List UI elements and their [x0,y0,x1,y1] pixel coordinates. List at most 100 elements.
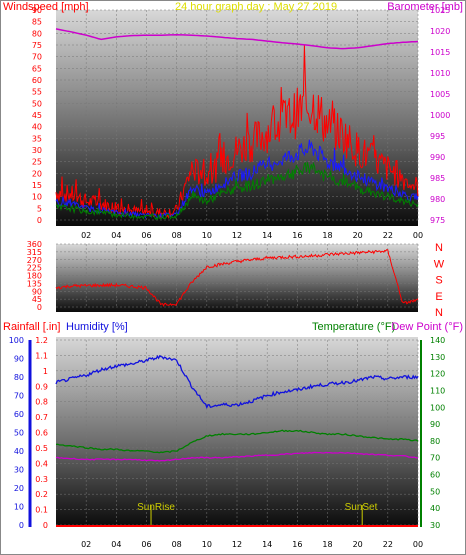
wind-time-label: 12 [232,231,242,240]
barometer-line [55,28,419,50]
humidity-tick-label: 80 [14,373,24,382]
rain-tick-label: 1.1 [35,351,48,360]
barometer-axis-title: Barometer [mb] [387,1,463,13]
direction-tick-label: 135 [27,279,42,288]
humidity-tick-label: 50 [14,429,24,438]
temperature-tick-label: 40 [430,504,440,513]
compass-label: N [435,307,443,319]
wind-tick-label: 25 [32,158,42,167]
direction-tick-label: 270 [27,256,42,265]
barometer-tick-label: 985 [430,174,445,183]
wind-time-label: 18 [322,231,332,240]
wind-avg-line [55,139,419,220]
humidity-time-label: 08 [172,540,182,549]
rainfall-axis-title: Rainfall [.in] [3,321,60,333]
wind-time-label: 10 [202,231,212,240]
wind-tick-label: 65 [32,64,42,73]
direction-tick-label: 90 [32,287,42,296]
humidity-time-label: 18 [322,540,332,549]
wind-tick-label: 90 [32,6,42,15]
temperature-tick-label: 50 [430,487,440,496]
barometer-tick-label: 1010 [430,69,450,78]
barometer-tick-label: 980 [430,195,445,204]
humidity-time-label: 04 [111,540,121,549]
rain-tick-label: 0.7 [35,413,48,422]
wind-time-label: 04 [111,231,121,240]
barometer-tick-label: 1025 [430,6,450,15]
temperature-axis-title: Temperature (°F) [312,321,395,333]
wind-tick-label: 0 [37,216,42,225]
temperature-tick-label: 140 [430,336,445,345]
wind-axis-title: Windspeed [mph] [3,1,89,13]
temperature-tick-label: 80 [430,437,440,446]
temperature-tick-label: 130 [430,353,445,362]
rain-tick-label: 0.1 [35,506,48,515]
temperature-tick-label: 70 [430,454,440,463]
wind-tick-label: 30 [32,146,42,155]
humidity-tick-label: 70 [14,392,24,401]
rain-tick-label: 0.2 [35,490,48,499]
humidity-tick-label: 10 [14,503,24,512]
wind-tick-label: 80 [32,29,42,38]
wind-tick-label: 60 [32,76,42,85]
rain-tick-label: 0.6 [35,429,48,438]
direction-tick-label: 180 [27,272,42,281]
wind-time-label: 00 [413,231,423,240]
humidity-line [55,354,419,409]
wind-time-label: 08 [172,231,182,240]
temperature-tick-label: 120 [430,370,445,379]
humidity-time-label: 12 [232,540,242,549]
wind-time-label: 20 [353,231,363,240]
humidity-time-label: 10 [202,540,212,549]
wind-tick-label: 5 [37,204,42,213]
wind-tick-label: 35 [32,134,42,143]
humidity-tick-label: 100 [9,336,24,345]
humidity-tick-label: 30 [14,466,24,475]
humidity-tick-label: 0 [19,521,24,530]
humidity-time-label: 06 [141,540,151,549]
wind-tick-label: 15 [32,181,42,190]
wind-direction-line [55,249,419,307]
wind-min-line [55,161,419,221]
barometer-tick-label: 1020 [430,27,450,36]
dewpoint-line [55,451,418,462]
temperature-tick-label: 90 [430,420,440,429]
humidity-tick-label: 20 [14,484,24,493]
wind-tick-label: 20 [32,169,42,178]
humidity-tick-label: 90 [14,355,24,364]
humidity-time-label: 20 [353,540,363,549]
compass-label: S [435,275,442,287]
wind-tick-label: 10 [32,193,42,202]
sunrise-label: SunRise [137,502,175,513]
wind-tick-label: 45 [32,111,42,120]
rain-tick-label: 1.2 [35,336,48,345]
temperature-tick-label: 100 [430,403,445,412]
rain-tick-label: 0.9 [35,382,48,391]
dewpoint-axis-title: Dew Point (°F) [391,321,463,333]
humidity-tick-label: 40 [14,447,24,456]
wind-tick-label: 50 [32,99,42,108]
wind-tick-label: 55 [32,88,42,97]
wind-time-label: 02 [81,231,91,240]
tick-labels: 0510152025303540455055606570758085909759… [9,6,451,549]
humidity-tick-label: 60 [14,410,24,419]
windspeed-line [55,44,419,220]
barometer-tick-label: 995 [430,132,445,141]
direction-tick-label: 225 [27,264,42,273]
humidity-time-label: 16 [292,540,302,549]
barometer-tick-label: 1015 [430,48,450,57]
rain-tick-label: 0.3 [35,475,48,484]
barometer-tick-label: 990 [430,153,445,162]
wind-time-label: 14 [262,231,272,240]
sunset-label: SunSet [345,502,378,513]
compass-label: N [435,242,443,254]
humidity-time-label: 22 [383,540,393,549]
wind-time-label: 22 [383,231,393,240]
chart-title: 24 hour graph day : May 27 2019 [175,1,337,13]
wind-time-label: 06 [141,231,151,240]
direction-tick-label: 360 [27,240,42,249]
humidity-time-label: 14 [262,540,272,549]
humidity-time-label: 02 [81,540,91,549]
direction-tick-label: 315 [27,248,42,257]
